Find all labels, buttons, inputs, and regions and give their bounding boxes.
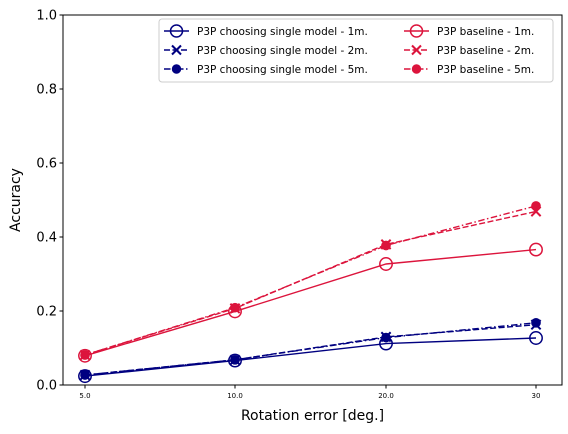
legend-marker	[169, 24, 184, 38]
x-tick-label: 10.0	[227, 392, 243, 400]
y-tick-label: 0.6	[36, 157, 57, 172]
data-point	[230, 355, 240, 365]
legend-label: P3P baseline - 2m.	[437, 45, 534, 57]
legend-entry: P3P baseline - 5m.	[404, 64, 534, 76]
data-point	[381, 332, 391, 343]
series-markers	[78, 201, 543, 384]
legend-marker	[409, 24, 424, 38]
series-line-3	[84, 248, 537, 357]
x-tick-label: 20.0	[378, 392, 394, 400]
legend-entry: P3P choosing single model - 1m.	[164, 24, 368, 38]
legend-marker	[411, 44, 422, 56]
y-tick-label: 0.2	[36, 305, 57, 320]
data-point	[80, 350, 90, 360]
x-tick-label: 30	[532, 392, 541, 400]
series-line-2	[84, 322, 537, 376]
legend-entry: P3P baseline - 1m.	[404, 24, 534, 38]
legend-marker	[171, 44, 182, 56]
legend-entry: P3P choosing single model - 5m.	[164, 64, 368, 76]
legend-label: P3P baseline - 5m.	[437, 64, 534, 76]
legend-marker	[171, 64, 182, 74]
series-line-5	[84, 205, 537, 356]
y-axis-label: Accuracy	[8, 168, 24, 232]
data-point	[230, 302, 240, 313]
data-point	[228, 353, 242, 368]
legend-marker	[411, 64, 422, 74]
data-point	[529, 242, 543, 257]
legend: P3P choosing single model - 1m. P3P choos…	[158, 18, 554, 83]
x-axis-ticks: 5.0 10.0 20.0 30	[79, 385, 540, 400]
data-point	[78, 348, 92, 363]
legend-label: P3P choosing single model - 2m.	[197, 45, 368, 57]
data-point	[80, 370, 90, 380]
legend-entry: P3P baseline - 2m.	[404, 44, 534, 57]
y-tick-label: 1.0	[36, 9, 57, 24]
data-point	[78, 369, 92, 384]
y-tick-label: 0.0	[36, 379, 57, 394]
legend-box	[158, 18, 554, 83]
legend-label: P3P choosing single model - 5m.	[197, 64, 368, 76]
y-tick-label: 0.4	[36, 231, 57, 246]
data-point	[379, 257, 393, 271]
legend-entry: P3P choosing single model - 2m.	[164, 44, 368, 57]
x-axis-label: Rotation error [deg.]	[241, 408, 384, 424]
data-point	[531, 201, 541, 211]
plot-frame	[62, 14, 563, 386]
data-point	[381, 240, 391, 251]
data-point	[529, 331, 543, 345]
data-point	[531, 318, 541, 328]
legend-label: P3P baseline - 1m.	[437, 26, 534, 38]
series-line-0	[84, 337, 537, 377]
x-tick-label: 5.0	[79, 392, 90, 400]
legend-label: P3P choosing single model - 1m.	[197, 26, 368, 38]
series-lines	[84, 205, 537, 377]
y-tick-label: 0.8	[36, 83, 57, 98]
y-axis-ticks: 0.0 0.2 0.4 0.6 0.8 1.0	[36, 9, 63, 394]
